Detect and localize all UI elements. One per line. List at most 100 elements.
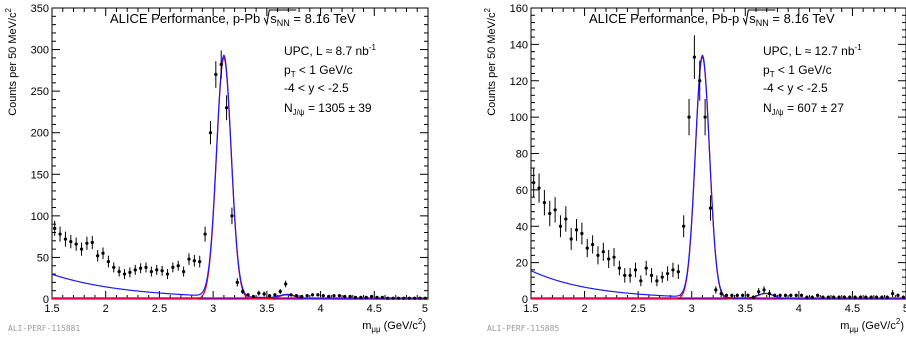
data-point-marker	[149, 269, 153, 274]
data-point-marker	[284, 282, 288, 286]
data-point-marker	[896, 293, 900, 297]
data-point	[423, 296, 427, 300]
data-point	[548, 200, 552, 227]
data-point-marker	[805, 295, 809, 299]
data-point-marker	[617, 266, 621, 270]
yield-symbol: N	[284, 101, 293, 115]
data-point	[160, 265, 164, 276]
data-point-marker	[241, 289, 245, 294]
data-point-marker	[767, 291, 771, 296]
y-axis-title: Counts per 50 MeV/c2	[4, 7, 19, 115]
data-point-marker	[380, 295, 384, 299]
y-axis-title: Counts per 50 MeV/c2	[483, 7, 498, 115]
data-point-marker	[773, 293, 777, 297]
data-point-marker	[816, 293, 820, 297]
data-point-marker	[79, 247, 84, 251]
data-point	[144, 262, 148, 273]
data-point-marker	[649, 273, 654, 277]
x-tick-label: 4.5	[367, 303, 382, 315]
data-point	[773, 293, 777, 298]
data-point-marker	[69, 240, 73, 244]
data-point-marker	[901, 295, 905, 299]
data-point-marker	[364, 295, 368, 299]
data-point	[176, 260, 180, 271]
data-point-marker	[375, 295, 379, 299]
data-point-marker	[418, 296, 422, 300]
data-point	[789, 293, 793, 298]
data-point	[321, 294, 325, 298]
data-point-marker	[628, 273, 632, 277]
data-point-marker	[607, 257, 611, 261]
data-point-marker	[112, 265, 116, 270]
data-point	[601, 242, 605, 261]
data-point-marker	[74, 242, 78, 246]
x-tick-label: 3	[210, 303, 216, 315]
data-point	[848, 295, 852, 299]
data-point-marker	[305, 294, 309, 298]
data-point	[591, 235, 595, 254]
data-point	[192, 254, 196, 267]
chart-panel-2: 1.5 2 2.5 3 3.5 4 4.5 5 0 20 40 60 80 100 120 140 160 Cou…	[483, 3, 906, 334]
y-axis-title-text: Counts per 50 MeV/c	[7, 12, 19, 116]
signal-fit-curve	[531, 56, 906, 300]
x-tick-label: 5	[903, 303, 906, 315]
data-point-marker	[724, 293, 729, 297]
data-point	[585, 238, 589, 258]
data-point	[794, 293, 798, 298]
data-point	[214, 61, 218, 88]
data-point-marker	[639, 279, 643, 283]
data-point	[63, 231, 68, 247]
data-point	[380, 295, 384, 299]
data-point	[783, 293, 788, 298]
data-point	[880, 295, 884, 299]
data-point	[885, 295, 889, 299]
y-tick-label: 40	[516, 221, 528, 233]
data-point	[799, 293, 804, 298]
data-point-marker	[553, 208, 557, 212]
data-point-marker	[880, 295, 884, 299]
data-point	[262, 291, 266, 297]
data-point	[821, 295, 825, 299]
data-point	[208, 121, 213, 145]
y-axis-title-text: Counts per 50 MeV/c	[486, 12, 498, 116]
info-pt-cut: pT < 1 GeV/c	[763, 63, 832, 79]
y-tick-label: 300	[31, 45, 49, 57]
data-point	[649, 268, 654, 283]
data-point	[235, 278, 239, 287]
data-point	[612, 248, 616, 267]
data-point	[762, 286, 766, 294]
data-point	[660, 271, 664, 283]
data-point	[757, 288, 761, 296]
data-point-marker	[257, 291, 261, 295]
energy-label: sNN = 8.16 TeV	[749, 11, 835, 28]
data-point	[810, 295, 814, 299]
data-point	[671, 262, 675, 278]
data-point	[853, 295, 857, 299]
data-point-marker	[564, 217, 568, 221]
pt-cut-value: < 1 GeV/c	[296, 63, 353, 77]
data-point-marker	[90, 240, 94, 245]
data-point-marker	[386, 296, 390, 300]
data-point-marker	[542, 201, 546, 205]
data-point	[305, 294, 309, 298]
data-point	[746, 293, 750, 298]
data-point-marker	[532, 181, 536, 185]
data-point	[858, 295, 863, 299]
data-point-marker	[692, 55, 696, 59]
data-point	[558, 215, 563, 238]
data-point-marker	[623, 273, 627, 277]
data-point	[90, 235, 94, 250]
data-point-marker	[273, 293, 277, 297]
data-point	[735, 293, 739, 298]
data-point-marker	[708, 206, 713, 210]
data-point	[569, 228, 573, 250]
data-point-marker	[676, 270, 680, 274]
data-point	[682, 215, 686, 238]
x-axis-title: mμμ (GeV/c2)	[840, 317, 904, 334]
data-point	[580, 222, 584, 245]
data-point-marker	[316, 293, 320, 297]
data-point-marker	[310, 293, 315, 297]
data-point-marker	[558, 224, 563, 228]
x-tick-label: 3	[689, 303, 695, 315]
